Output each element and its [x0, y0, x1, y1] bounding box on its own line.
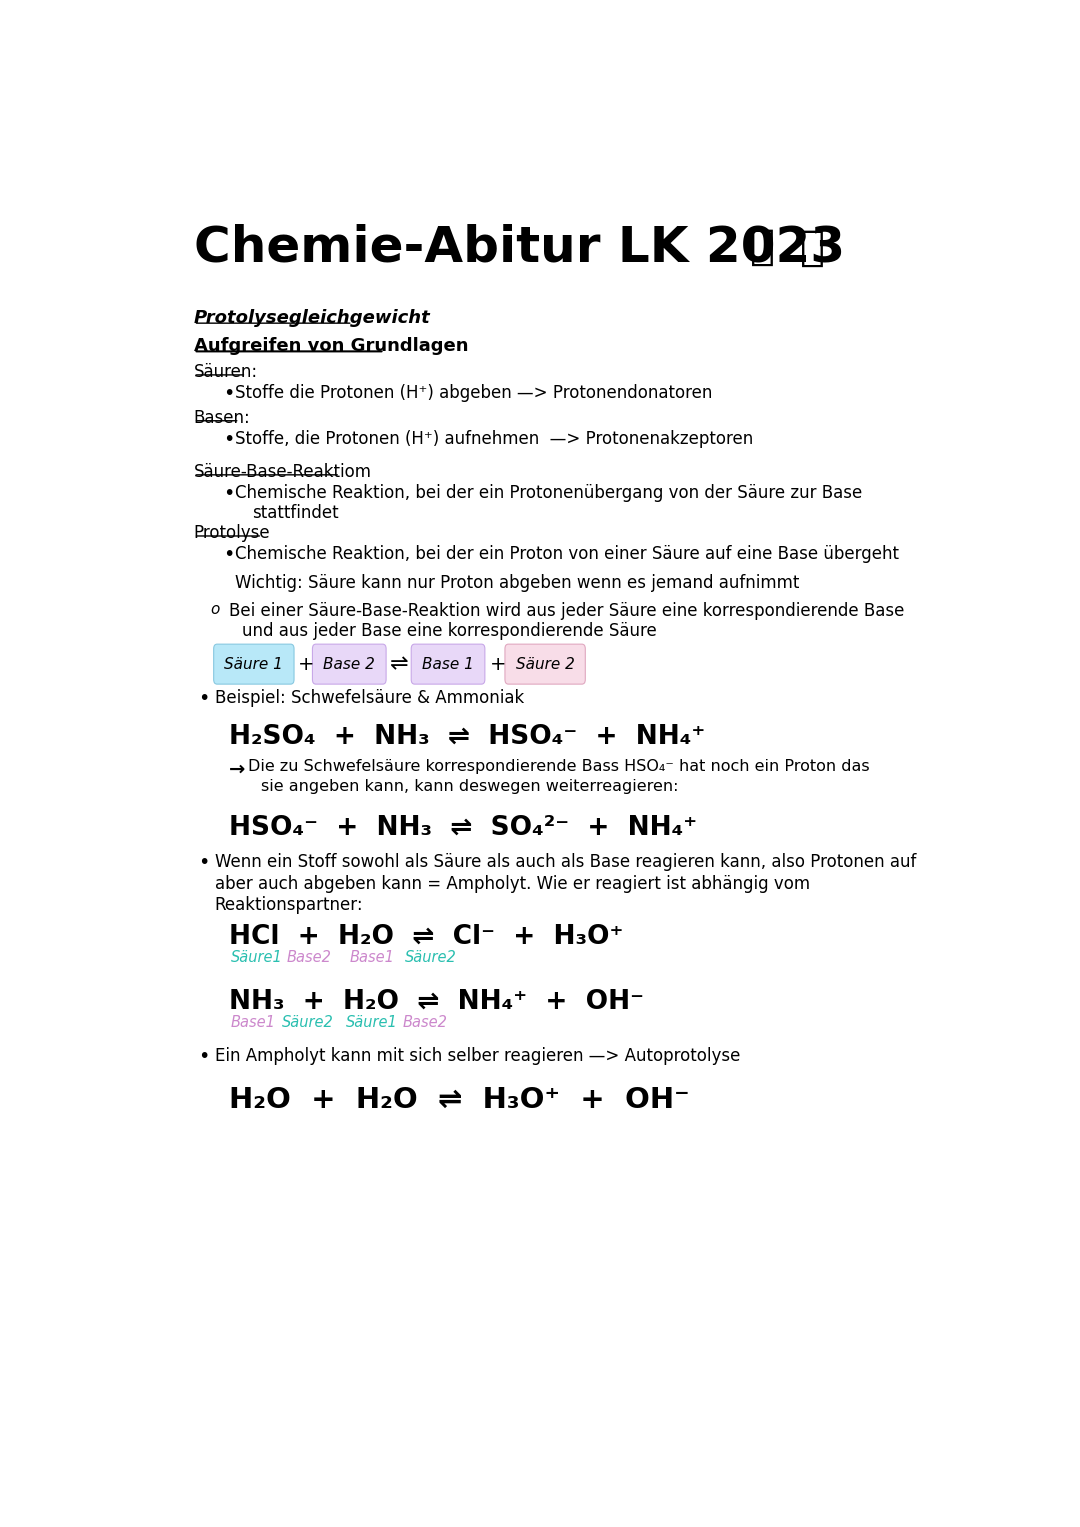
- Text: Säure2: Säure2: [282, 1014, 334, 1029]
- Text: Base2: Base2: [286, 950, 332, 965]
- Text: 🧫: 🧫: [800, 226, 825, 269]
- Text: stattfindet: stattfindet: [253, 504, 339, 522]
- Text: •: •: [198, 1048, 210, 1066]
- Text: +: +: [297, 655, 314, 673]
- Text: Chemie-Abitur LK 2023: Chemie-Abitur LK 2023: [193, 223, 845, 272]
- Text: •: •: [198, 689, 210, 709]
- Text: 🧪: 🧪: [751, 226, 775, 267]
- Text: Protolyse: Protolyse: [193, 524, 270, 542]
- Text: •: •: [222, 385, 234, 403]
- Text: Stoffe die Protonen (H⁺) abgeben —> Protonendonatoren: Stoffe die Protonen (H⁺) abgeben —> Prot…: [235, 385, 713, 402]
- Text: Säuren:: Säuren:: [193, 363, 258, 382]
- Text: Ein Ampholyt kann mit sich selber reagieren —> Autoprotolyse: Ein Ampholyt kann mit sich selber reagie…: [215, 1048, 740, 1066]
- FancyBboxPatch shape: [312, 644, 387, 684]
- Text: Base 2: Base 2: [323, 657, 375, 672]
- FancyBboxPatch shape: [411, 644, 485, 684]
- Text: Säure 2: Säure 2: [515, 657, 575, 672]
- Text: Chemische Reaktion, bei der ein Protonenübergang von der Säure zur Base: Chemische Reaktion, bei der ein Protonen…: [235, 484, 863, 502]
- Text: +: +: [490, 655, 507, 673]
- Text: und aus jeder Base eine korrespondierende Säure: und aus jeder Base eine korrespondierend…: [242, 621, 657, 640]
- Text: Wichtig: Säure kann nur Proton abgeben wenn es jemand aufnimmt: Wichtig: Säure kann nur Proton abgeben w…: [235, 574, 800, 591]
- FancyBboxPatch shape: [505, 644, 585, 684]
- Text: Stoffe, die Protonen (H⁺) aufnehmen  —> Protonenakzeptoren: Stoffe, die Protonen (H⁺) aufnehmen —> P…: [235, 431, 754, 447]
- Text: H₂O  +  H₂O  ⇌  H₃O⁺  +  OH⁻: H₂O + H₂O ⇌ H₃O⁺ + OH⁻: [229, 1086, 689, 1115]
- Text: •: •: [222, 484, 234, 504]
- Text: •: •: [222, 431, 234, 449]
- Text: →: →: [229, 759, 245, 779]
- Text: Säure-Base-Reaktiom: Säure-Base-Reaktiom: [193, 463, 372, 481]
- Text: Base1: Base1: [230, 1014, 275, 1029]
- Text: Base 1: Base 1: [422, 657, 474, 672]
- Text: Die zu Schwefelsäure korrespondierende Bass HSO₄⁻ hat noch ein Proton das: Die zu Schwefelsäure korrespondierende B…: [248, 759, 869, 774]
- Text: sie angeben kann, kann deswegen weiterreagieren:: sie angeben kann, kann deswegen weiterre…: [260, 779, 678, 794]
- Text: •: •: [198, 854, 210, 872]
- Text: Basen:: Basen:: [193, 409, 251, 428]
- Text: Säure1: Säure1: [346, 1014, 397, 1029]
- Text: Beispiel: Schwefelsäure & Ammoniak: Beispiel: Schwefelsäure & Ammoniak: [215, 689, 524, 707]
- Text: aber auch abgeben kann = Ampholyt. Wie er reagiert ist abhängig vom: aber auch abgeben kann = Ampholyt. Wie e…: [215, 875, 810, 893]
- Text: Wenn ein Stoff sowohl als Säure als auch als Base reagieren kann, also Protonen : Wenn ein Stoff sowohl als Säure als auch…: [215, 854, 916, 872]
- Text: Säure 1: Säure 1: [225, 657, 283, 672]
- Text: Reaktionspartner:: Reaktionspartner:: [215, 896, 363, 913]
- Text: o: o: [211, 602, 219, 617]
- Text: Säure2: Säure2: [405, 950, 456, 965]
- Text: Bei einer Säure-Base-Reaktion wird aus jeder Säure eine korrespondierende Base: Bei einer Säure-Base-Reaktion wird aus j…: [229, 602, 904, 620]
- Text: Base2: Base2: [403, 1014, 448, 1029]
- Text: Aufgreifen von Grundlagen: Aufgreifen von Grundlagen: [193, 337, 468, 356]
- Text: HCl  +  H₂O  ⇌  Cl⁻  +  H₃O⁺: HCl + H₂O ⇌ Cl⁻ + H₃O⁺: [229, 924, 623, 950]
- Text: NH₃  +  H₂O  ⇌  NH₄⁺  +  OH⁻: NH₃ + H₂O ⇌ NH₄⁺ + OH⁻: [229, 988, 644, 1014]
- Text: Base1: Base1: [349, 950, 394, 965]
- Text: Säure1: Säure1: [230, 950, 282, 965]
- Text: ⇌: ⇌: [390, 654, 408, 673]
- Text: HSO₄⁻  +  NH₃  ⇌  SO₄²⁻  +  NH₄⁺: HSO₄⁻ + NH₃ ⇌ SO₄²⁻ + NH₄⁺: [229, 814, 697, 841]
- Text: •: •: [222, 545, 234, 565]
- Text: Chemische Reaktion, bei der ein Proton von einer Säure auf eine Base übergeht: Chemische Reaktion, bei der ein Proton v…: [235, 545, 900, 563]
- Text: Protolysegleichgewicht: Protolysegleichgewicht: [193, 308, 430, 327]
- FancyBboxPatch shape: [214, 644, 294, 684]
- Text: H₂SO₄  +  NH₃  ⇌  HSO₄⁻  +  NH₄⁺: H₂SO₄ + NH₃ ⇌ HSO₄⁻ + NH₄⁺: [229, 724, 705, 750]
